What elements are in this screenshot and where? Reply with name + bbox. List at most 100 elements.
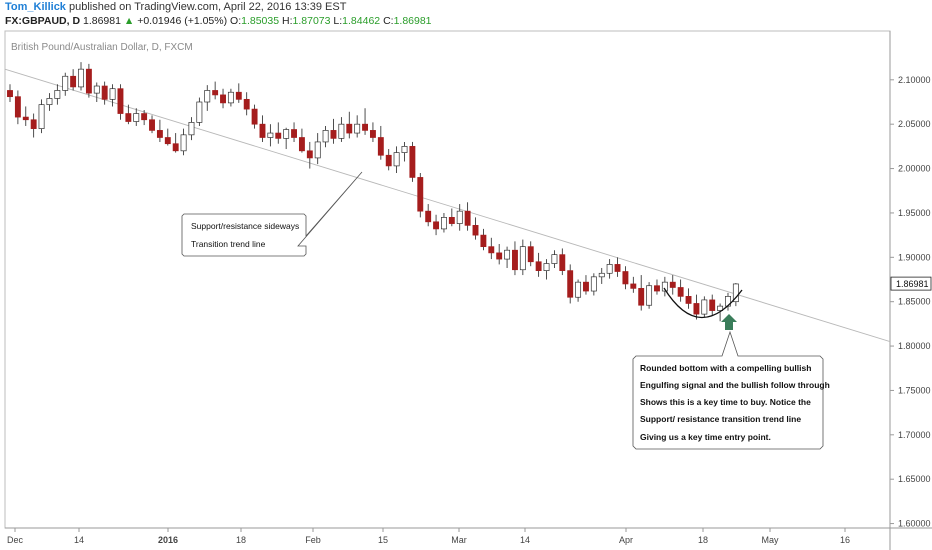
candle-body-bearish xyxy=(472,225,479,236)
callout-1-line-2: Transition trend line xyxy=(191,239,266,249)
candle xyxy=(417,173,424,218)
candle xyxy=(583,275,589,295)
callout-2-line-3: Shows this is a key time to buy. Notice … xyxy=(640,397,811,407)
candle-body-bearish xyxy=(156,130,163,138)
candle xyxy=(93,82,100,102)
candle xyxy=(677,279,684,302)
candle xyxy=(401,141,408,162)
candle-body-bearish xyxy=(417,177,424,212)
candle xyxy=(701,296,708,318)
publish-text: published on TradingView.com, April 22, … xyxy=(69,1,347,13)
candle-body-bearish xyxy=(306,150,313,159)
candle xyxy=(14,90,21,125)
candle-body-bearish xyxy=(433,221,440,230)
candle xyxy=(62,72,69,96)
close-label: C: xyxy=(383,15,394,27)
callout-1-line-1: Support/resistance sideways xyxy=(191,221,299,231)
candle xyxy=(512,241,518,276)
candle-body-bullish xyxy=(598,272,605,278)
candle xyxy=(78,62,84,91)
x-tick-label: 16 xyxy=(840,535,850,545)
candle-body-bullish xyxy=(314,141,321,159)
candle-body-bearish xyxy=(567,270,574,298)
candle-body-bearish xyxy=(259,123,266,138)
open-label: O: xyxy=(230,15,242,27)
callout-rounded-bottom: Rounded bottom with a compelling bullish… xyxy=(632,330,830,450)
author-link[interactable]: Tom_Killick xyxy=(5,1,66,13)
candle-body-bearish xyxy=(535,261,542,271)
candles-group xyxy=(7,62,739,322)
y-tick-label: 1.60000 xyxy=(898,519,931,529)
callout-2-line-4: Support/ resistance transition trend lin… xyxy=(640,414,801,424)
candle-body-bearish xyxy=(275,132,282,139)
candle xyxy=(354,115,361,138)
candle xyxy=(661,276,668,297)
candle-body-bullish xyxy=(78,68,84,88)
low-value: 1.84462 xyxy=(342,15,381,27)
price-tag-value: 1.86981 xyxy=(896,279,929,289)
candle xyxy=(606,259,613,279)
candle-body-bullish xyxy=(93,85,100,94)
callout-2-line-1: Rounded bottom with a compelling bullish xyxy=(640,363,811,373)
symbol-label[interactable]: FX:GBPAUD, D xyxy=(5,15,81,27)
candle xyxy=(638,275,645,311)
candle xyxy=(590,273,597,296)
price-change: +0.01946 (+1.05%) xyxy=(137,15,228,27)
x-tick-label: Mar xyxy=(451,535,467,545)
candle-body-bullish xyxy=(109,88,116,100)
candle-body-bullish xyxy=(401,146,408,153)
candle xyxy=(22,106,29,126)
candle-body-bearish xyxy=(488,246,495,254)
candle xyxy=(54,84,61,105)
y-tick-label: 2.10000 xyxy=(898,75,931,85)
candle-body-bearish xyxy=(243,98,250,110)
candle-body-bearish xyxy=(448,217,455,224)
candle xyxy=(519,239,526,276)
candle-body-bullish xyxy=(661,281,668,292)
candle-body-bullish xyxy=(646,285,653,306)
y-tick-label: 1.95000 xyxy=(898,208,931,218)
candle xyxy=(732,283,739,307)
candle-body-bullish xyxy=(46,98,53,106)
candle xyxy=(425,204,432,227)
candle xyxy=(646,282,653,309)
symbol-info: FX:GBPAUD, D 1.86981 ▲ +0.01946 (+1.05%)… xyxy=(5,15,432,27)
candle xyxy=(543,259,550,280)
candle-body-bearish xyxy=(101,85,108,100)
close-value: 1.86981 xyxy=(393,15,432,27)
candle-body-bearish xyxy=(496,252,503,260)
candle xyxy=(393,146,400,173)
candle xyxy=(7,84,13,102)
open-value: 1.85035 xyxy=(241,15,280,27)
candle xyxy=(149,115,155,134)
candle-body-bullish xyxy=(188,122,195,136)
candle-body-bullish xyxy=(283,129,290,139)
candle-body-bearish xyxy=(669,281,676,288)
candle-body-bearish xyxy=(298,137,305,152)
candle-body-bearish xyxy=(22,116,29,121)
x-tick-label: May xyxy=(761,535,779,545)
candle-body-bullish xyxy=(338,123,345,139)
candle xyxy=(235,83,242,103)
candle xyxy=(362,108,369,135)
candle-body-bearish xyxy=(709,299,716,311)
candle-body-bullish xyxy=(204,90,211,103)
candle-body-bearish xyxy=(14,96,21,118)
candle xyxy=(188,117,195,141)
y-tick-label: 1.70000 xyxy=(898,430,931,440)
candle-body-bearish xyxy=(512,249,518,271)
candle xyxy=(101,81,108,105)
candle-body-bearish xyxy=(70,75,77,88)
candle-body-bearish xyxy=(527,246,534,263)
candle xyxy=(267,124,274,147)
candle xyxy=(441,212,447,233)
candle-body-bullish xyxy=(575,281,582,298)
candle-body-bearish xyxy=(141,113,148,121)
candle-body-bearish xyxy=(220,94,226,104)
candle-body-bearish xyxy=(559,254,566,271)
candle xyxy=(575,279,582,302)
candle xyxy=(70,69,77,91)
candle-body-bearish xyxy=(630,283,637,289)
candle xyxy=(251,104,258,129)
